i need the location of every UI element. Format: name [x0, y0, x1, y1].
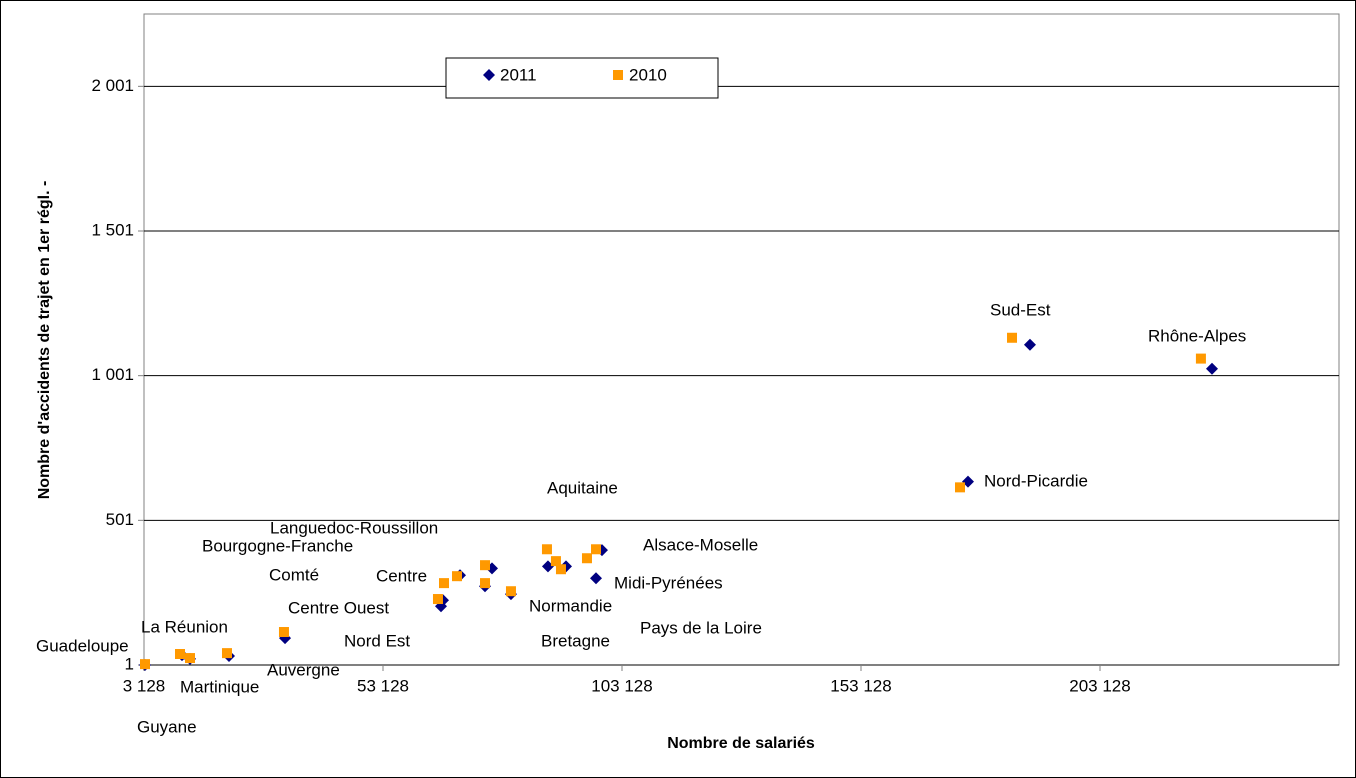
point [175, 649, 186, 660]
x-tick-label: 103 128 [591, 676, 652, 695]
x-tick-label: 3 128 [123, 676, 166, 695]
point [581, 553, 592, 564]
annotation: Centre [376, 566, 427, 585]
y-tick-label: 1 [125, 654, 134, 673]
point [505, 586, 516, 597]
annotation: Aquitaine [547, 478, 618, 497]
y-tick-label: 1 001 [91, 365, 134, 384]
point [541, 544, 552, 555]
point [555, 564, 566, 575]
point [550, 556, 561, 567]
annotation: Pays de la Loire [640, 618, 762, 637]
annotation: Languedoc-Roussillon [270, 518, 438, 537]
point [590, 572, 603, 585]
legend-label: 2011 [500, 65, 537, 84]
annotation: Alsace-Moselle [643, 535, 758, 554]
annotation: Guadeloupe [36, 636, 129, 655]
point [1007, 332, 1018, 343]
annotation: Guyane [137, 717, 197, 736]
x-tick-label: 203 128 [1069, 676, 1130, 695]
annotation: Centre Ouest [288, 598, 389, 617]
point [1206, 362, 1219, 375]
point [480, 578, 491, 589]
point [1023, 338, 1036, 351]
point [139, 659, 150, 670]
annotation: Nord Est [344, 631, 410, 650]
annotation: Bourgogne-Franche [202, 536, 353, 555]
annotation: La Réunion [141, 617, 228, 636]
point [439, 578, 450, 589]
plot-area [143, 13, 1340, 666]
annotation: Midi-Pyrénées [614, 573, 723, 592]
legend-marker [613, 70, 623, 80]
annotation: Sud-Est [990, 300, 1051, 319]
annotation: Auvergne [267, 660, 340, 679]
annotation: Bretagne [541, 631, 610, 650]
annotation: Martinique [180, 677, 259, 696]
x-axis-title: Nombre de salariés [667, 735, 815, 752]
x-tick-label: 53 128 [357, 676, 409, 695]
point [432, 594, 443, 605]
point [452, 571, 463, 582]
y-tick-label: 501 [106, 510, 134, 529]
annotation: Nord-Picardie [984, 471, 1088, 490]
legend-label: 2010 [629, 65, 667, 84]
y-axis-title: Nombre d'accidents de trajet en 1er régl… [36, 181, 53, 500]
point [955, 482, 966, 493]
point [1195, 353, 1206, 364]
point [278, 627, 289, 638]
annotation: Comté [269, 565, 319, 584]
legend-marker [483, 69, 495, 81]
x-tick-label: 153 128 [830, 676, 891, 695]
point [591, 544, 602, 555]
point [480, 560, 491, 571]
annotation: Normandie [529, 596, 612, 615]
point [184, 653, 195, 664]
y-tick-label: 2 001 [91, 76, 134, 95]
annotation: Rhône-Alpes [1148, 326, 1246, 345]
point [221, 648, 232, 659]
y-tick-label: 1 501 [91, 220, 134, 239]
